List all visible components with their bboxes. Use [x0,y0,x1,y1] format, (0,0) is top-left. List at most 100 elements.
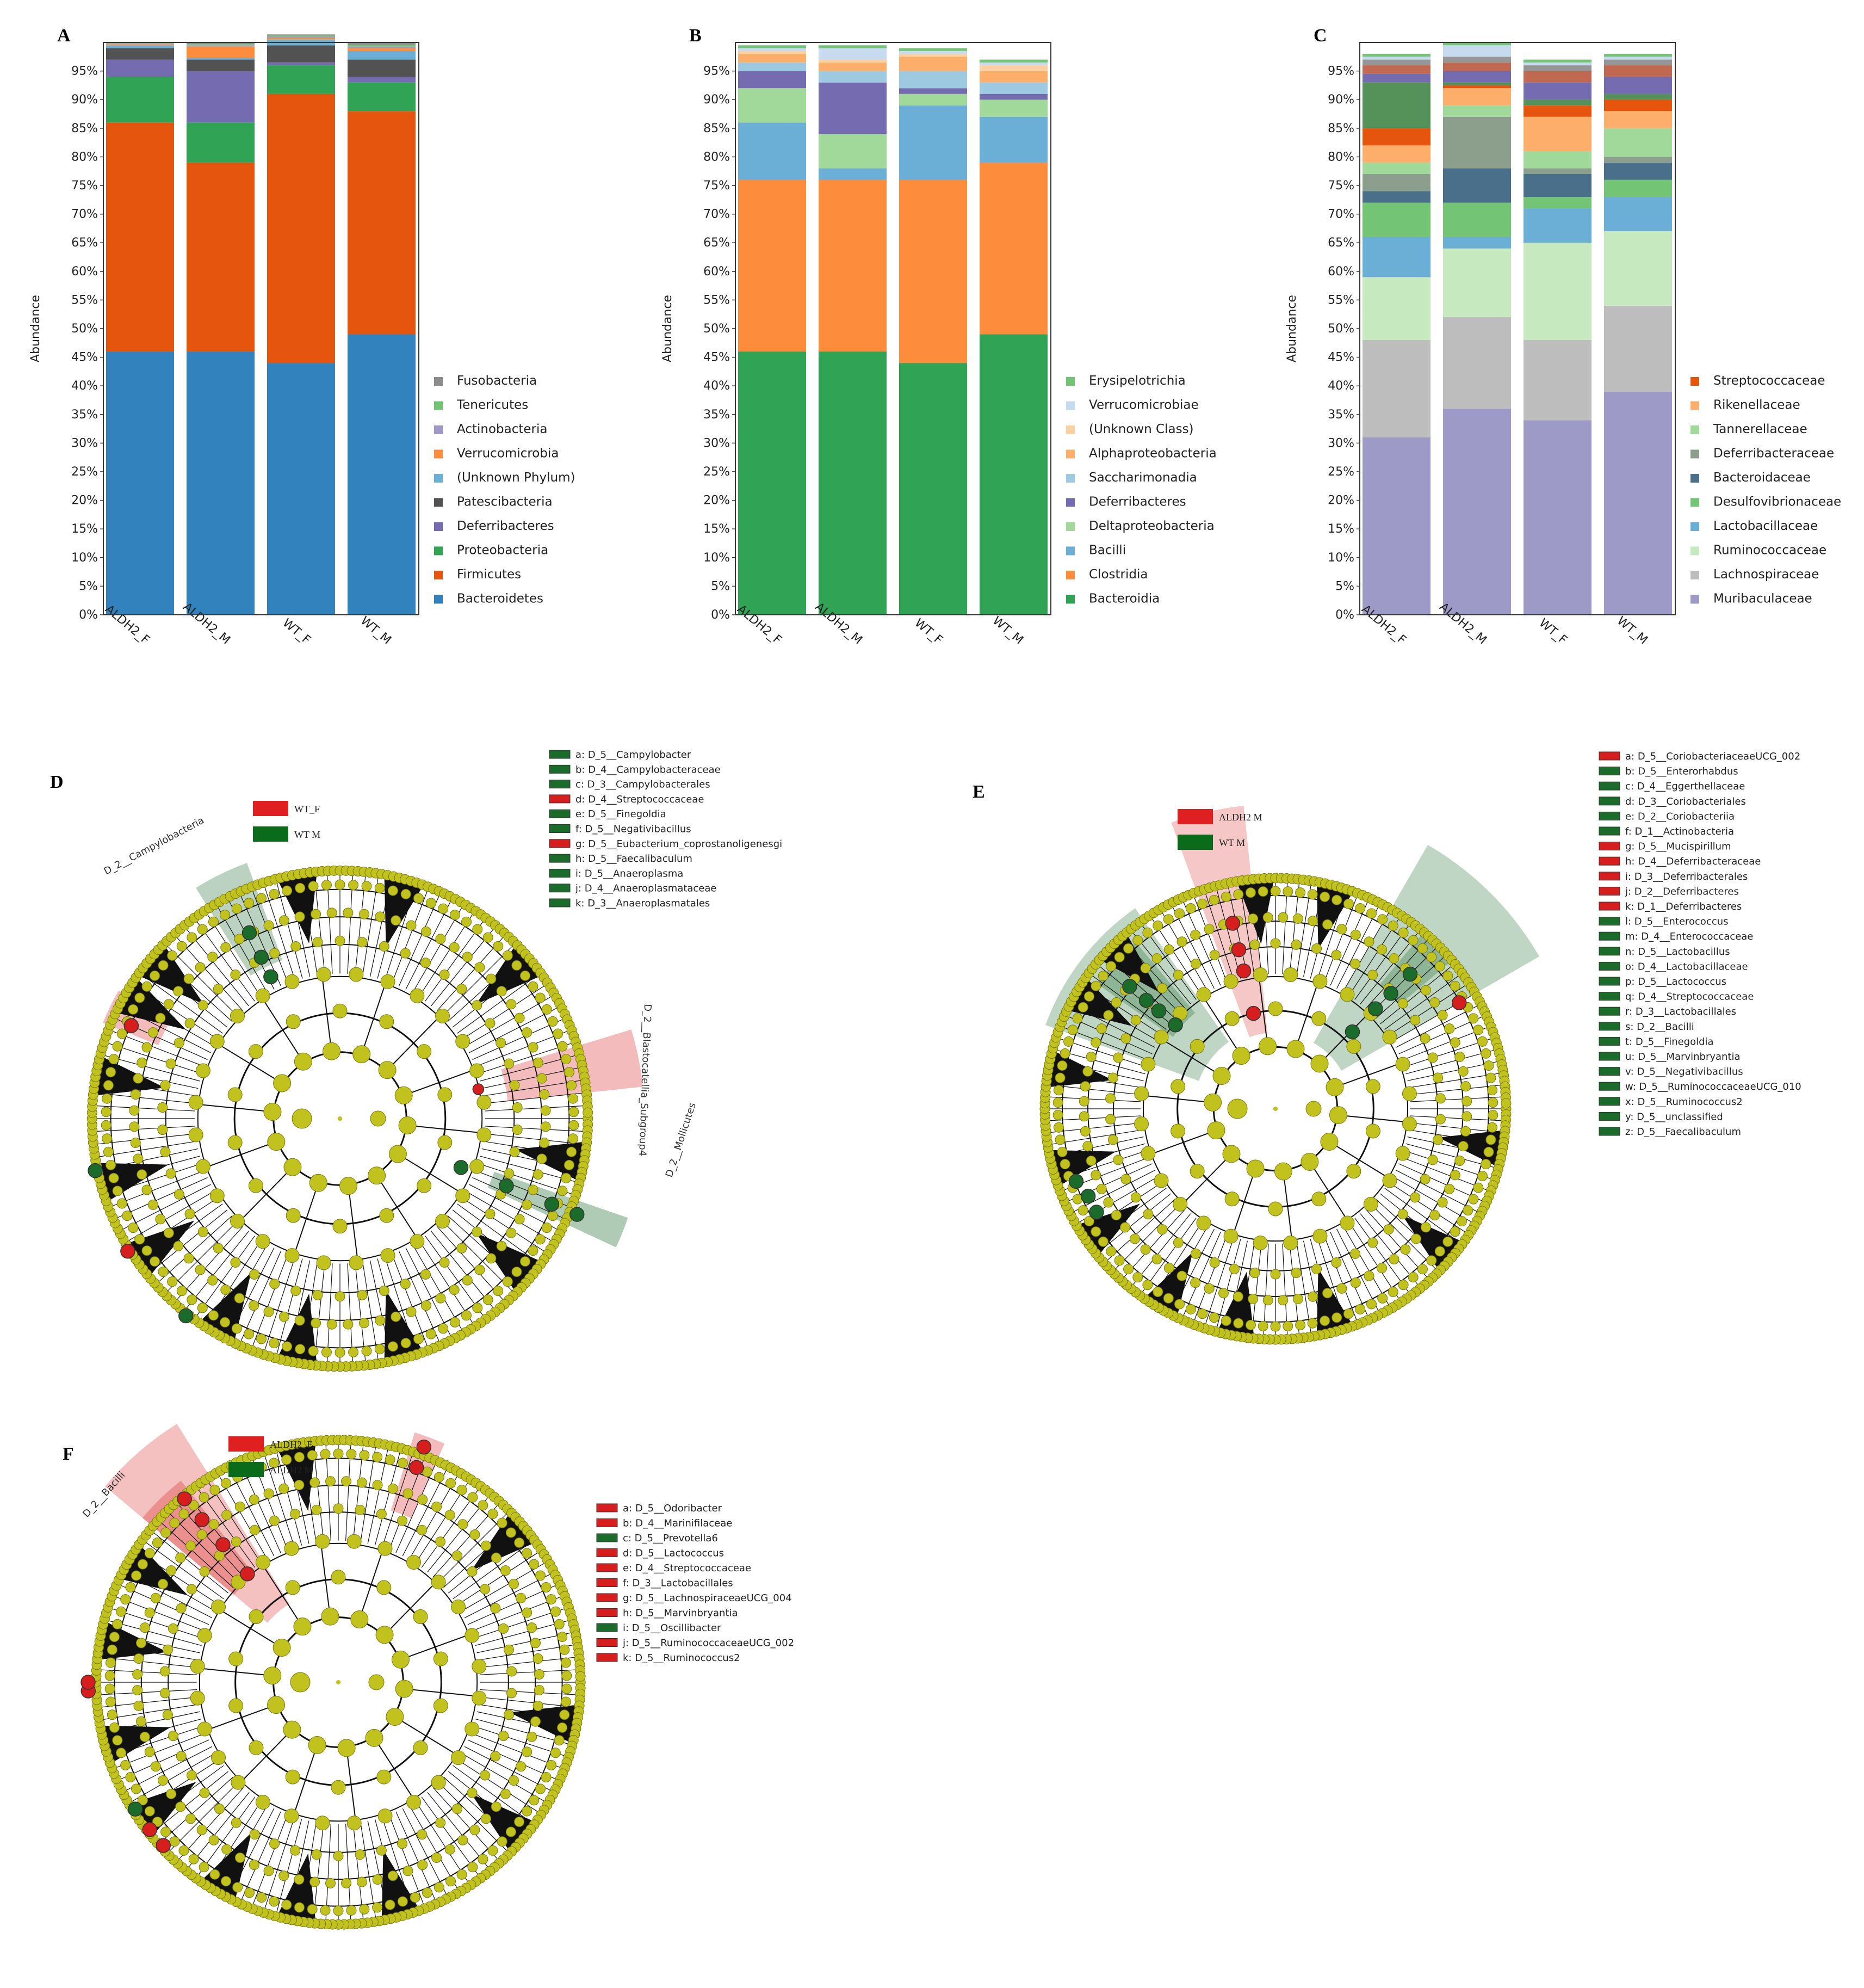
clade-node [211,1750,226,1765]
clade-node [248,1178,263,1193]
clade-branch [159,1521,233,1588]
bar-segment [1604,197,1672,232]
clade-node [456,1485,467,1496]
legend-swatch [1690,498,1699,507]
clade-node [137,1057,147,1068]
y-tick-label: 45% [1328,351,1354,365]
clade-node [1331,1257,1342,1268]
clade-node [309,1174,327,1192]
clade-branch [436,1226,505,1301]
clade-branch [1090,974,1167,1030]
clade-node [1207,1121,1225,1140]
legend-label: Desulfovibrionaceae [1713,495,1841,509]
clade-node [125,1771,136,1782]
clade-node [438,1323,449,1334]
clade-node [1196,1215,1211,1231]
clade-node [529,1559,540,1570]
clade-node [1091,1170,1101,1181]
legend-label: Deferribacteres [1089,495,1186,509]
clade-node [1488,1109,1498,1120]
clade-node [532,1700,543,1711]
clade-node [1389,953,1399,964]
y-axis-label: Abundance [661,295,674,362]
clade-node [1190,929,1201,940]
clade-node [512,1102,523,1113]
bar-segment [1363,237,1430,277]
clade-node [207,1275,218,1286]
clade-node [420,1269,431,1280]
clade-node [472,1226,482,1237]
clade-branch [195,1103,273,1113]
clade-node [567,1133,578,1144]
clade-significant-node [1246,1005,1261,1021]
clade-node [1278,912,1289,923]
clade-node [1435,1093,1446,1104]
clade-node [387,885,398,896]
clade-node [413,893,424,904]
clade-node [1270,1321,1281,1332]
clade-node [1427,1154,1438,1165]
clade-branch [467,1584,558,1625]
clade-node [348,1347,359,1357]
bar-segment [267,36,335,38]
clade-node [506,999,517,1010]
clade-node [1417,1264,1428,1275]
y-tick-label: 75% [1328,179,1354,193]
taxon-swatch [1599,1112,1620,1121]
legend-label: Tannerellaceae [1713,422,1807,436]
clade-node [485,1208,496,1219]
clade-branch [432,1787,499,1861]
clade-fan [471,1514,534,1571]
clade-node [554,1735,565,1746]
clade-node [1291,1268,1302,1279]
clade-node [1487,1122,1498,1133]
taxon-swatch [596,1548,618,1557]
bar-segment [1604,54,1672,57]
plot-frame [1359,42,1676,615]
y-tick-label: 80% [703,150,730,164]
bar-segment [187,71,255,123]
taxon-label: d: D_3__Coriobacteriales [1625,796,1746,807]
bar-segment [106,122,174,352]
clade-node [286,1208,301,1223]
clade-node [108,1054,119,1065]
clade-node [413,1333,424,1344]
clade-branch [1338,1114,1410,1123]
legend-swatch [434,474,443,483]
clade-branch [347,873,354,974]
clade-node [1114,952,1125,962]
clade-node [1487,1085,1498,1096]
clade-node [1111,1210,1122,1221]
clade-node [137,1559,148,1570]
clade-node [101,1120,112,1131]
clade-node [356,1876,367,1887]
clade-node [478,1500,488,1511]
taxon-label: a: D_5__Campylobacter [575,749,691,761]
clade-node [457,1519,468,1530]
clade-node [1329,1106,1347,1125]
y-tick-label: 70% [1328,208,1354,221]
clade-node [208,1835,219,1845]
clade-node [504,1058,515,1069]
clade-node [435,1293,446,1304]
clade-node [1410,1233,1421,1244]
clade-branch [1204,891,1234,981]
clade-node [482,1294,493,1305]
clade-node [406,920,417,931]
clade-branch [320,1541,331,1617]
clade-node [1427,1052,1438,1063]
clade-fan [140,946,204,1004]
clade-node [469,1529,480,1540]
clade-node [1320,1133,1339,1151]
clade-node [174,1189,184,1200]
clade-node [249,1494,259,1505]
clade-node [1086,1156,1097,1166]
clade-node [561,1670,572,1681]
clade-node [163,1227,174,1238]
clade-branch [478,1644,575,1660]
clade-branch [405,1248,452,1338]
x-tick-label: WT_F [912,616,945,647]
clade-node [184,1208,195,1219]
clade-node [1258,886,1268,897]
